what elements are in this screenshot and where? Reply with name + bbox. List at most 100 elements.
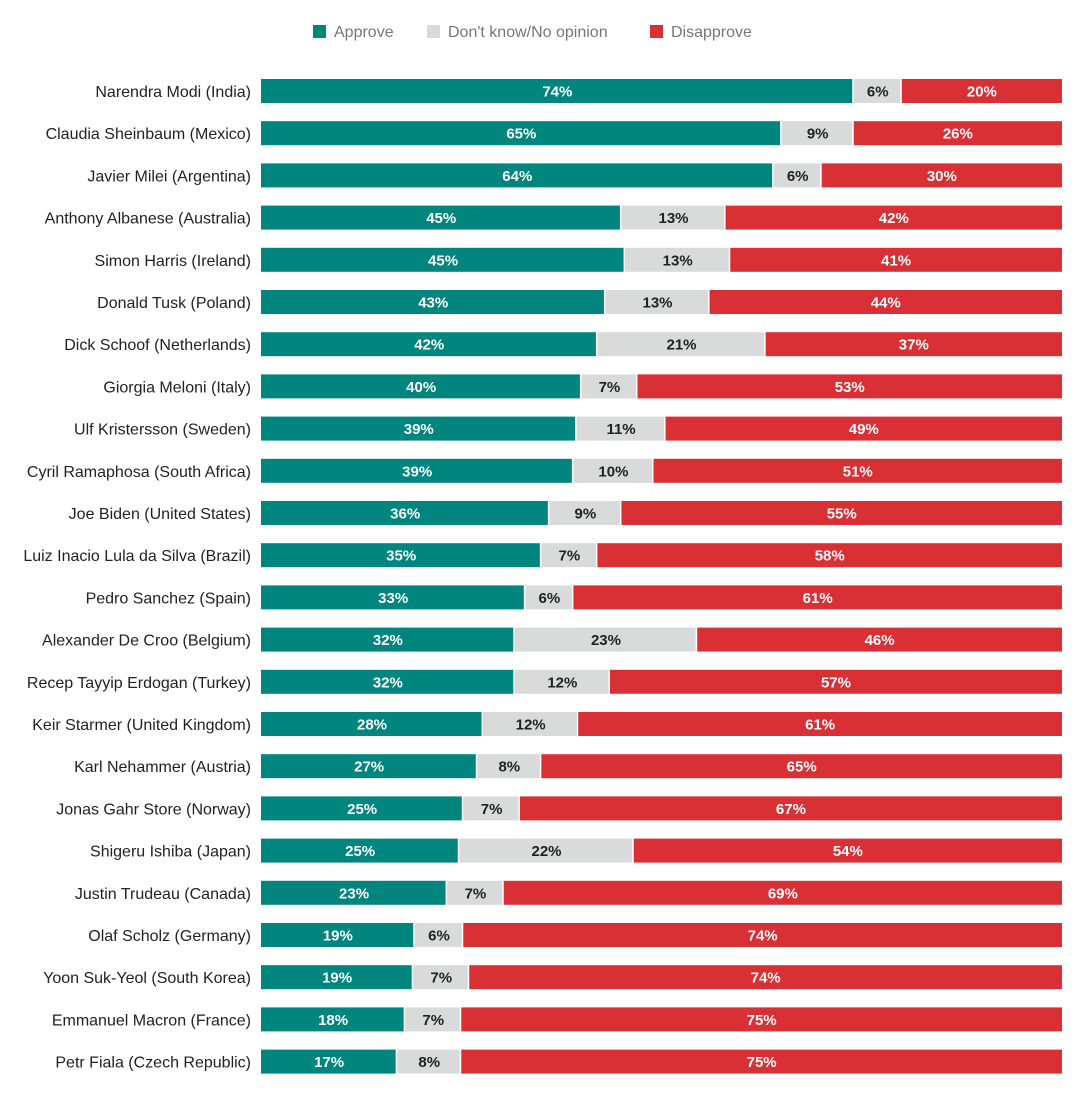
data-label-disapprove: 51%	[843, 463, 873, 480]
bar-row: Anthony Albanese (Australia) 45% 13% 42%	[45, 205, 1062, 230]
bar-row: Donald Tusk (Poland) 43% 13% 44%	[97, 290, 1062, 314]
row-label: Shigeru Ishiba (Japan)	[90, 844, 251, 861]
row-label: Anthony Albanese (Australia)	[45, 211, 251, 228]
bar-segment-neutral	[459, 838, 633, 863]
bar-segment-neutral	[514, 669, 609, 694]
bar-segment-neutral	[573, 458, 652, 483]
bar-segment-approve	[261, 416, 576, 441]
bar-segment-approve	[261, 838, 458, 863]
data-label-disapprove: 57%	[821, 674, 851, 691]
data-label-approve: 64%	[502, 168, 532, 185]
bar-row: Keir Starmer (United Kingdom) 28% 12% 61%	[32, 712, 1062, 736]
data-label-disapprove: 37%	[899, 337, 929, 354]
data-label-disapprove: 65%	[787, 759, 817, 776]
data-label-neutral: 22%	[531, 843, 561, 860]
bar-segment-disapprove	[653, 458, 1062, 483]
bar-segment-neutral	[397, 1049, 460, 1074]
data-label-neutral: 6%	[428, 928, 450, 945]
bar-segment-disapprove	[461, 1049, 1062, 1074]
row-label: Luiz Inacio Lula da Silva (Brazil)	[23, 548, 251, 565]
bar-segment-approve	[261, 712, 482, 736]
data-label-disapprove: 55%	[827, 506, 857, 523]
data-label-approve: 36%	[390, 506, 420, 523]
bar-segment-approve	[261, 458, 572, 483]
bar-segment-approve	[261, 627, 514, 652]
bar-segment-disapprove	[541, 754, 1062, 779]
data-label-neutral: 7%	[481, 801, 503, 818]
data-label-approve: 28%	[357, 717, 387, 734]
data-label-neutral: 7%	[430, 970, 452, 987]
data-label-approve: 23%	[339, 885, 369, 902]
data-label-neutral: 7%	[599, 379, 621, 396]
bar-segment-neutral	[853, 79, 901, 103]
bar-row: Claudia Sheinbaum (Mexico) 65% 9% 26%	[46, 121, 1062, 146]
bar-row: Shigeru Ishiba (Japan) 25% 22% 54%	[90, 838, 1062, 863]
row-label: Dick Schoof (Netherlands)	[64, 337, 251, 354]
bar-segment-disapprove	[503, 880, 1063, 905]
data-label-approve: 40%	[406, 379, 436, 396]
bar-segment-neutral	[605, 290, 709, 314]
data-label-neutral: 8%	[418, 1054, 440, 1071]
data-label-neutral: 9%	[575, 506, 597, 523]
legend-item-neutral: Don't know/No opinion	[427, 24, 608, 41]
bar-segment-disapprove	[697, 627, 1062, 652]
data-label-approve: 32%	[373, 632, 403, 649]
bar-segment-approve	[261, 163, 773, 188]
data-label-neutral: 6%	[539, 590, 561, 607]
row-label: Jonas Gahr Store (Norway)	[56, 801, 251, 818]
data-label-disapprove: 75%	[747, 1054, 777, 1071]
row-label: Giorgia Meloni (Italy)	[103, 379, 251, 396]
legend-label: Disapprove	[671, 24, 752, 41]
data-label-neutral: 6%	[787, 168, 809, 185]
bar-row: Petr Fiala (Czech Republic) 17% 8% 75%	[55, 1049, 1062, 1074]
data-label-approve: 19%	[323, 928, 353, 945]
bar-segment-disapprove	[730, 247, 1062, 272]
bar-row: Luiz Inacio Lula da Silva (Brazil) 35% 7% 5…	[23, 543, 1062, 568]
legend-label: Approve	[334, 24, 394, 41]
bar-segment-disapprove	[609, 669, 1062, 694]
bar-segment-approve	[261, 754, 476, 779]
bar-segment-approve	[261, 1007, 404, 1032]
row-label: Donald Tusk (Poland)	[97, 295, 251, 312]
bar-segment-approve	[261, 1049, 396, 1074]
data-label-neutral: 23%	[591, 632, 621, 649]
bar-row: Justin Trudeau (Canada) 23% 7% 69%	[75, 880, 1063, 905]
data-label-approve: 17%	[314, 1054, 344, 1071]
data-label-disapprove: 42%	[879, 210, 909, 227]
bar-segment-disapprove	[901, 79, 1062, 103]
bar-segment-neutral	[621, 205, 725, 230]
row-label: Joe Biden (United States)	[69, 506, 251, 523]
legend-swatch	[427, 25, 440, 38]
row-label: Emmanuel Macron (France)	[52, 1012, 251, 1029]
bar-segment-approve	[261, 121, 781, 146]
row-label: Javier Milei (Argentina)	[87, 168, 251, 185]
data-label-disapprove: 54%	[833, 843, 863, 860]
data-label-disapprove: 61%	[805, 717, 835, 734]
row-label: Keir Starmer (United Kingdom)	[32, 717, 251, 734]
data-label-disapprove: 30%	[927, 168, 957, 185]
bar-segment-disapprove	[637, 374, 1062, 399]
data-label-neutral: 7%	[559, 548, 581, 565]
legend-swatch	[650, 25, 663, 38]
data-label-disapprove: 53%	[835, 379, 865, 396]
bar-segment-approve	[261, 501, 548, 525]
data-label-disapprove: 49%	[849, 421, 879, 438]
bar-row: Cyril Ramaphosa (South Africa) 39% 10% 51%	[27, 458, 1062, 483]
row-label: Claudia Sheinbaum (Mexico)	[46, 126, 251, 143]
bar-segment-disapprove	[765, 332, 1062, 357]
row-label: Pedro Sanchez (Spain)	[86, 590, 251, 607]
bar-segment-neutral	[525, 585, 572, 610]
bar-segment-disapprove	[469, 965, 1062, 990]
data-label-approve: 27%	[354, 759, 384, 776]
row-label: Justin Trudeau (Canada)	[75, 886, 251, 903]
data-label-neutral: 7%	[422, 1012, 444, 1029]
bar-row: Javier Milei (Argentina) 64% 6% 30%	[87, 163, 1062, 188]
data-label-approve: 32%	[373, 674, 403, 691]
data-label-approve: 42%	[414, 337, 444, 354]
bar-segment-approve	[261, 374, 580, 399]
data-label-approve: 45%	[428, 252, 458, 269]
data-label-approve: 39%	[402, 463, 432, 480]
row-label: Yoon Suk-Yeol (South Korea)	[43, 970, 251, 987]
bar-row: Recep Tayyip Erdogan (Turkey) 32% 12% 57%	[27, 669, 1062, 694]
